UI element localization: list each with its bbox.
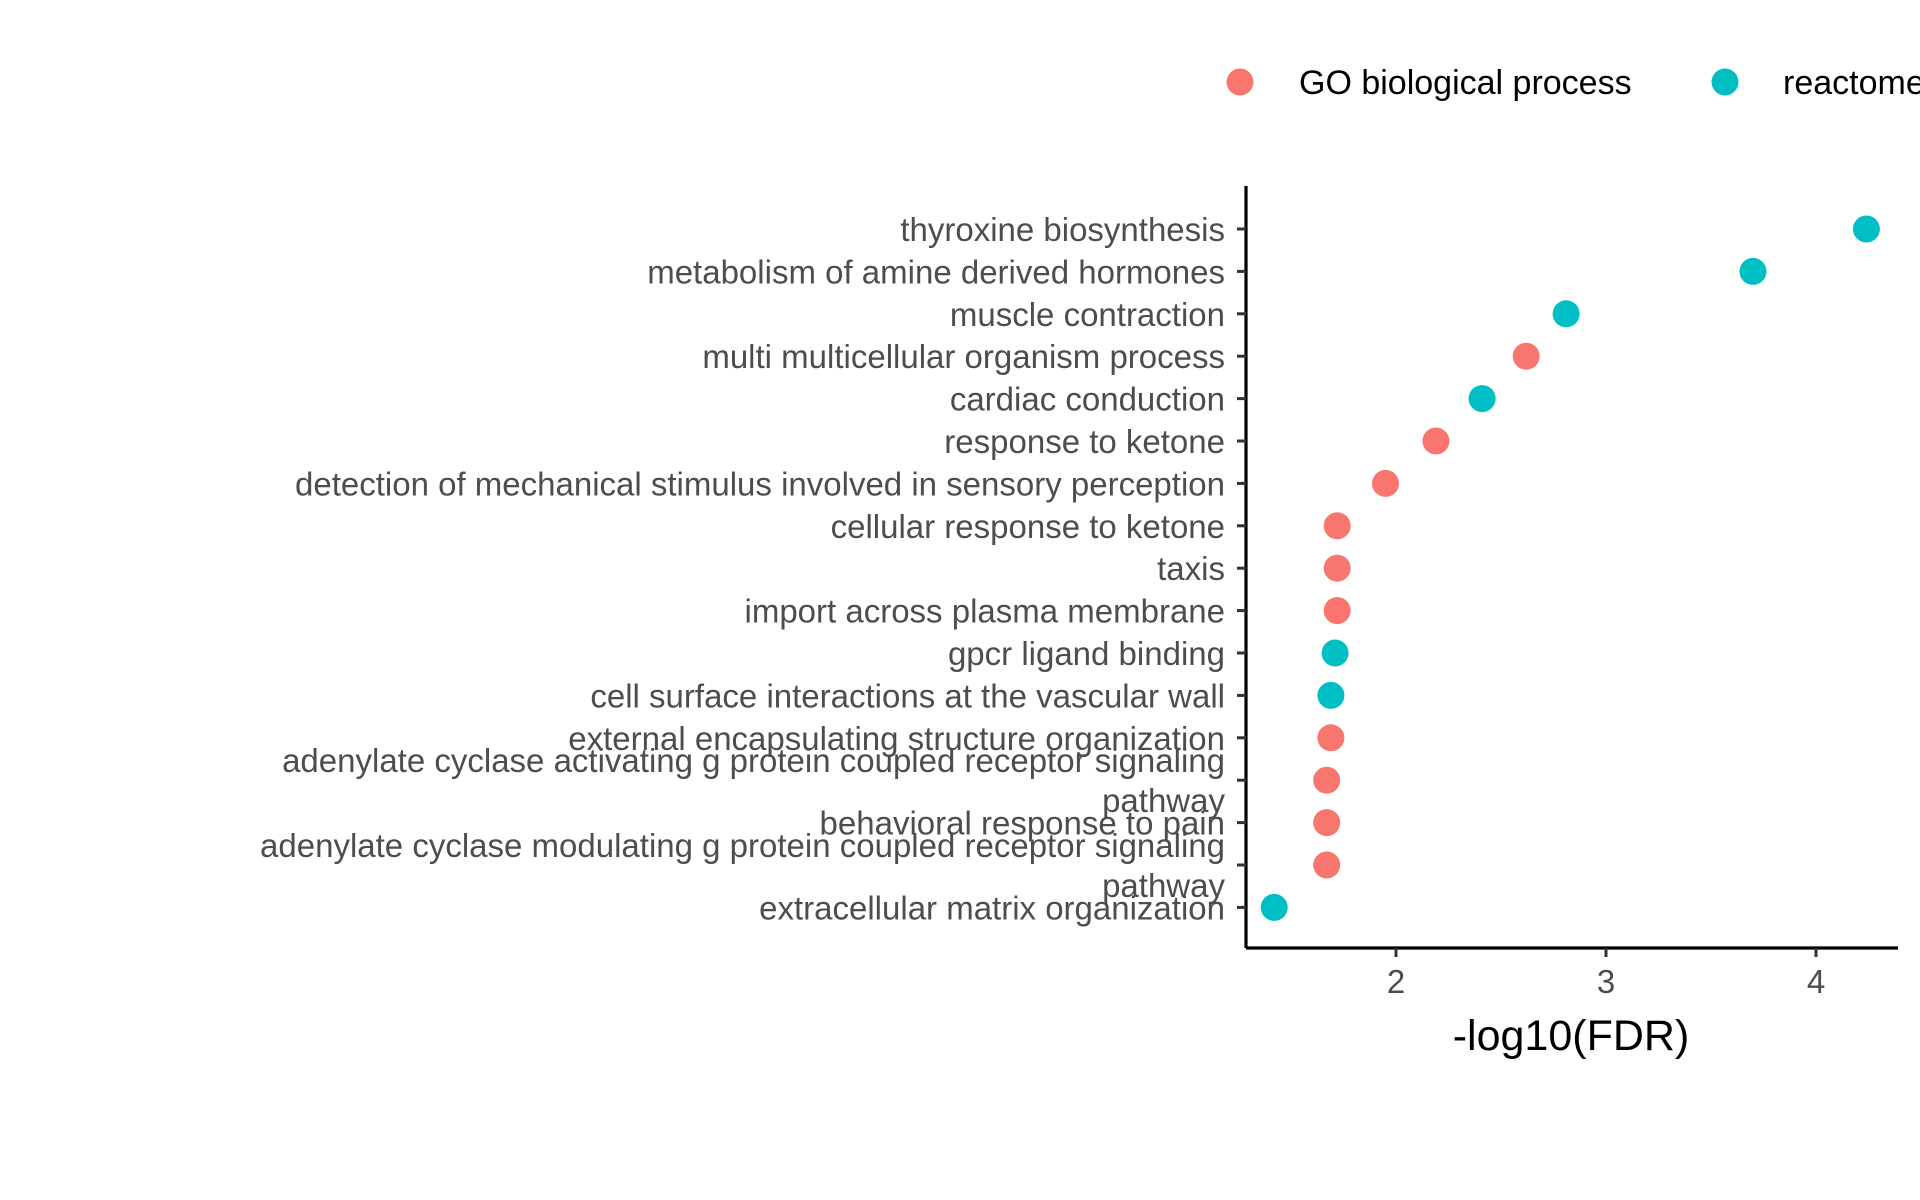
data-point [1317, 724, 1345, 752]
data-point [1468, 385, 1496, 413]
data-point [1317, 681, 1345, 709]
data-point [1260, 893, 1288, 921]
data-points [1260, 215, 1880, 921]
data-point [1372, 469, 1399, 497]
y-tick-label: pathway [1102, 782, 1225, 819]
y-tick-label: external encapsulating structure organiz… [568, 720, 1225, 757]
y-axis: thyroxine biosynthesis metabolism of amin… [260, 186, 1248, 948]
x-axis: 2 3 4 [1246, 946, 1898, 1000]
data-point [1313, 851, 1341, 879]
y-tick-label: cellular response to ketone [831, 508, 1225, 545]
legend: GO biological process reactome [1226, 64, 1920, 102]
y-tick-label: extracellular matrix organization [759, 889, 1225, 926]
x-tick-label: 4 [1807, 963, 1825, 1000]
y-tick-label: multi multicellular organism process [702, 338, 1225, 375]
y-tick-label: response to ketone [944, 423, 1225, 460]
data-point [1323, 554, 1351, 582]
x-tick-label: 2 [1387, 963, 1405, 1000]
legend-key [1711, 68, 1739, 96]
y-tick-label: gpcr ligand binding [948, 635, 1225, 672]
data-point [1313, 766, 1341, 794]
y-tick-label: import across plasma membrane [745, 593, 1226, 630]
y-tick-label: adenylate cyclase modulating g protein c… [260, 827, 1225, 864]
data-point [1313, 809, 1341, 837]
y-tick-label: taxis [1157, 550, 1225, 587]
legend-label: reactome [1783, 64, 1920, 102]
legend-label: GO biological process [1299, 64, 1632, 102]
y-tick-label: cell surface interactions at the vascula… [590, 677, 1225, 714]
data-point [1739, 257, 1767, 285]
data-point [1852, 215, 1880, 243]
x-axis-title: -log10(FDR) [1453, 1012, 1690, 1060]
y-tick-label: adenylate cyclase activating g protein c… [282, 742, 1225, 779]
data-point [1323, 597, 1351, 625]
y-tick-label: muscle contraction [950, 296, 1225, 333]
data-point [1321, 639, 1349, 667]
y-tick-label: behavioral response to pain [820, 805, 1225, 842]
data-point [1422, 427, 1450, 455]
data-point [1512, 342, 1540, 370]
y-tick-label: thyroxine biosynthesis [900, 211, 1225, 248]
data-point [1323, 512, 1351, 540]
x-tick-label: 3 [1597, 963, 1615, 1000]
y-tick-label: cardiac conduction [950, 381, 1225, 418]
y-tick-label: pathway [1102, 867, 1225, 904]
data-point [1552, 300, 1580, 328]
y-tick-label: metabolism of amine derived hormones [647, 253, 1225, 290]
y-tick-label: detection of mechanical stimulus involve… [295, 465, 1225, 502]
legend-key [1226, 68, 1254, 96]
